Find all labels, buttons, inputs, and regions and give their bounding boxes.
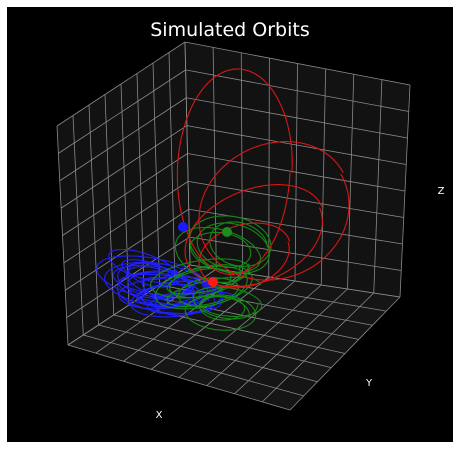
left-pane [57, 42, 190, 345]
grid-line [152, 62, 160, 286]
grid-line [206, 284, 322, 386]
grid-line [189, 236, 402, 271]
z-axis-label: Z [438, 186, 445, 197]
x-axis-label: X [156, 410, 163, 421]
grid-line [347, 74, 355, 290]
grid-line [184, 41, 191, 266]
orbit-marker [178, 222, 188, 232]
grid-line [187, 153, 406, 192]
grid-line [144, 294, 359, 340]
grid-line [320, 68, 327, 286]
grid-line [136, 73, 145, 296]
y-axis-label: Y [365, 378, 373, 389]
grid-line [188, 180, 404, 218]
grid-line [373, 79, 383, 294]
orbit-line-green [174, 215, 272, 283]
orbit-markers [178, 222, 232, 287]
orbit-line-red [184, 184, 323, 288]
orbit-marker [222, 227, 232, 237]
grid-line [188, 208, 403, 245]
grid-line [63, 181, 189, 264]
grid-line [289, 296, 401, 411]
orbit-lines [96, 68, 350, 331]
grid-line [62, 153, 188, 236]
grid-line [66, 236, 190, 318]
orbit-line-blue [118, 276, 240, 318]
grid-line [168, 52, 176, 276]
grid-line [261, 292, 375, 403]
grid-line [234, 288, 348, 395]
orbit-line-red [198, 141, 350, 281]
chart-title: Simulated Orbits [150, 19, 310, 41]
orbit-line-red [176, 68, 293, 275]
orbit-line-blue [108, 248, 195, 303]
grid-line [399, 84, 411, 298]
orbit-line-red [198, 222, 291, 289]
orbit-marker [208, 277, 218, 287]
orbit-line-green [184, 286, 263, 331]
